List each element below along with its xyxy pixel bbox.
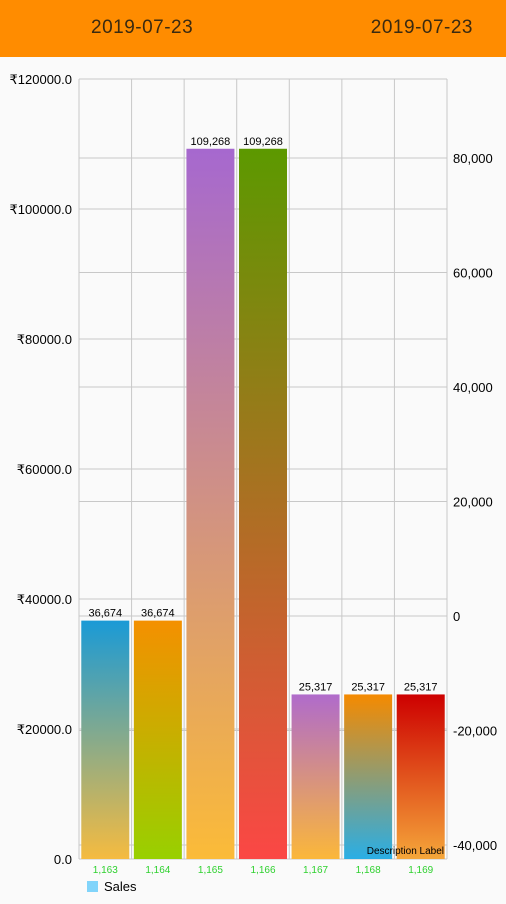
legend-swatch bbox=[87, 881, 98, 892]
legend-label: Sales bbox=[104, 879, 137, 894]
bar bbox=[344, 694, 393, 859]
bar-value-label: 109,268 bbox=[191, 136, 231, 148]
bar bbox=[133, 620, 182, 859]
y-left-tick-label: ₹60000.0 bbox=[17, 462, 72, 477]
y-right-tick-label: 0 bbox=[453, 609, 460, 624]
date-right-label: 2019-07-23 bbox=[370, 17, 473, 38]
y-left-tick-label: ₹80000.0 bbox=[17, 332, 72, 347]
x-tick-label: 1,166 bbox=[250, 865, 275, 876]
bar-chart[interactable]: 36,674 1,163 36,674 1,164 109,268 1,165 109,26… bbox=[0, 57, 506, 900]
y-left-tick-label: 0.0 bbox=[54, 852, 72, 867]
y-left-tick-label: ₹40000.0 bbox=[17, 592, 72, 607]
y-right-tick-label: 60,000 bbox=[453, 266, 493, 281]
bar-value-label: 25,317 bbox=[404, 681, 438, 693]
y-right-tick-label: -40,000 bbox=[453, 838, 497, 853]
date-left-label: 2019-07-23 bbox=[91, 17, 194, 38]
bar-value-label: 25,317 bbox=[299, 681, 333, 693]
bar bbox=[186, 148, 235, 859]
x-tick-label: 1,168 bbox=[356, 865, 381, 876]
y-right-tick-label: 20,000 bbox=[453, 495, 493, 510]
app-header: 2019-07-23 2019-07-23 bbox=[0, 0, 506, 57]
bar-value-label: 25,317 bbox=[351, 681, 385, 693]
y-right-tick-label: 80,000 bbox=[453, 151, 493, 166]
chart-area: 36,674 1,163 36,674 1,164 109,268 1,165 109,26… bbox=[0, 57, 506, 900]
x-tick-label: 1,169 bbox=[408, 865, 433, 876]
y-left-tick-label: ₹100000.0 bbox=[10, 202, 73, 217]
bar bbox=[396, 694, 445, 859]
bar bbox=[291, 694, 340, 859]
y-right-tick-label: 40,000 bbox=[453, 380, 493, 395]
bar bbox=[239, 148, 287, 859]
bar-value-label: 109,268 bbox=[243, 136, 283, 148]
bar bbox=[81, 620, 130, 859]
y-right-tick-label: -20,000 bbox=[453, 724, 497, 739]
x-tick-label: 1,164 bbox=[145, 865, 170, 876]
bar-value-label: 36,674 bbox=[88, 608, 122, 620]
y-left-tick-label: ₹20000.0 bbox=[17, 722, 72, 737]
y-left-tick-label: ₹120000.0 bbox=[10, 72, 73, 87]
x-tick-label: 1,167 bbox=[303, 865, 328, 876]
description-label: Description Label bbox=[367, 846, 444, 857]
bar-value-label: 36,674 bbox=[141, 608, 175, 620]
x-tick-label: 1,165 bbox=[198, 865, 223, 876]
x-tick-label: 1,163 bbox=[93, 865, 118, 876]
